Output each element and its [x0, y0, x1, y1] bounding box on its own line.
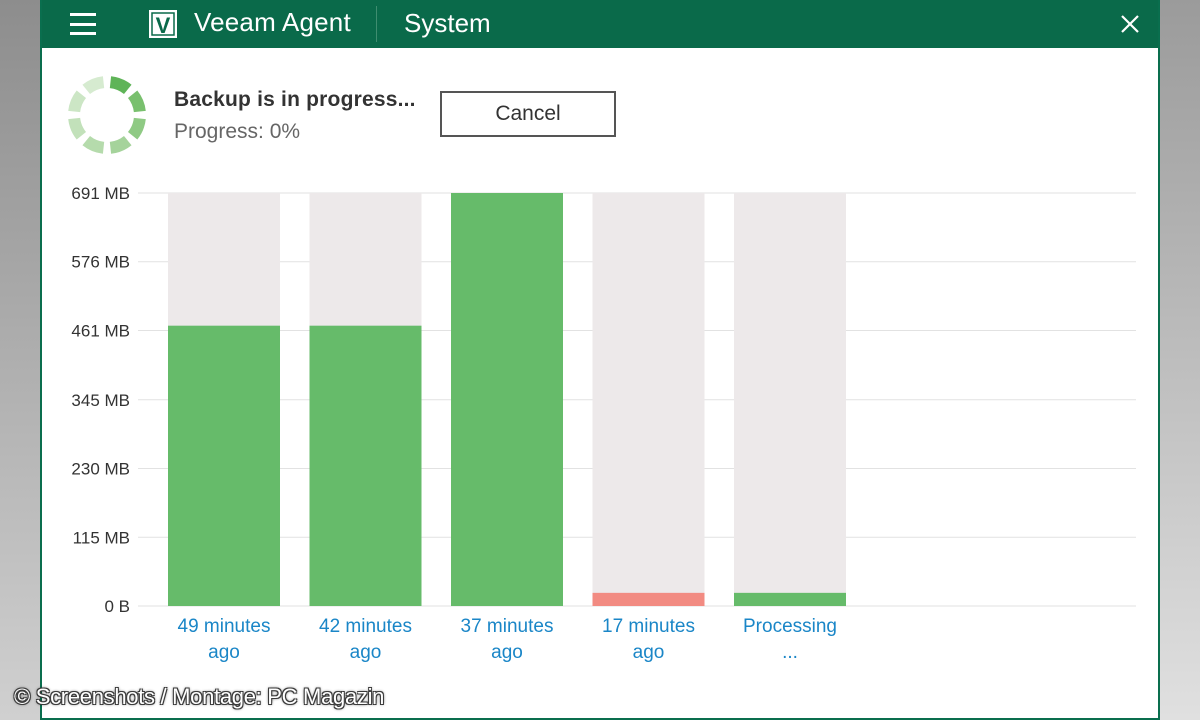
- app-window: V Veeam Agent System Backup is in progre…: [40, 0, 1160, 720]
- background-left: [0, 0, 40, 720]
- background-right: [1160, 0, 1200, 720]
- x-label-line2: ago: [208, 642, 240, 663]
- x-label-line1: 17 minutes: [602, 616, 695, 637]
- backup-bar-success[interactable]: [734, 592, 846, 606]
- x-label-line1: 49 minutes: [177, 616, 271, 637]
- progress-text: Progress: 0%: [174, 120, 301, 143]
- backup-history-chart: 691 MB 576 MB 461 MB 345 MB 230 MB 115 MB 0 B …: [42, 160, 1158, 670]
- x-label-session[interactable]: 17 minutes ago: [593, 614, 705, 666]
- spinner-segment: [127, 90, 146, 113]
- x-label-line2: ...: [782, 642, 798, 663]
- backup-bar-failed[interactable]: [592, 592, 705, 606]
- title-divider: [376, 6, 377, 42]
- y-tick-label: 115 MB: [73, 528, 130, 547]
- title-bar: V Veeam Agent System: [42, 0, 1158, 48]
- job-name: System: [404, 8, 491, 38]
- status-title: Backup is in progress...: [174, 88, 416, 111]
- y-tick-label: 461 MB: [71, 321, 130, 340]
- logo-letter: V: [156, 13, 171, 38]
- x-label-line1: 37 minutes: [460, 616, 554, 637]
- backup-bar-success[interactable]: [309, 325, 422, 606]
- spinner-segment: [82, 76, 105, 95]
- y-tick-label: 345 MB: [71, 391, 130, 410]
- spinner-segment: [68, 90, 87, 113]
- veeam-logo-icon: V: [149, 10, 177, 38]
- app-title: Veeam Agent: [194, 7, 351, 37]
- x-label-line2: ago: [349, 642, 382, 663]
- y-tick-label: 230 MB: [71, 460, 130, 479]
- spinner-segment: [109, 76, 132, 95]
- y-tick-label: 576 MB: [71, 253, 130, 272]
- spinner-segment: [68, 117, 87, 140]
- x-label-line2: ago: [632, 642, 665, 663]
- x-label-session[interactable]: 49 minutes ago: [168, 614, 280, 666]
- progress-spinner-icon: [68, 76, 146, 154]
- spinner-segment: [82, 135, 105, 154]
- y-tick-label: 691 MB: [71, 184, 130, 203]
- hamburger-menu-icon[interactable]: [70, 13, 96, 35]
- x-label-session[interactable]: 37 minutes ago: [451, 614, 563, 666]
- cancel-button[interactable]: Cancel: [440, 91, 616, 137]
- x-label-line2: ago: [491, 642, 523, 663]
- spinner-segment: [109, 135, 132, 154]
- x-label-session[interactable]: 42 minutes ago: [310, 614, 422, 666]
- watermark: © Screenshots / Montage: PC Magazin: [14, 684, 385, 709]
- close-icon[interactable]: [1116, 10, 1144, 38]
- x-label-session[interactable]: Processing...: [734, 614, 846, 666]
- backup-bar-success[interactable]: [451, 193, 563, 606]
- x-label-line1: 42 minutes: [319, 616, 412, 637]
- spinner-segment: [127, 117, 146, 140]
- bar-background: [592, 193, 705, 606]
- chart-canvas: 691 MB 576 MB 461 MB 345 MB 230 MB 115 MB 0 B: [71, 184, 1136, 616]
- x-label-line1: Processing: [743, 616, 837, 637]
- bar-background: [734, 193, 846, 606]
- backup-bar-success[interactable]: [168, 325, 280, 606]
- y-tick-label: 0 B: [104, 597, 130, 616]
